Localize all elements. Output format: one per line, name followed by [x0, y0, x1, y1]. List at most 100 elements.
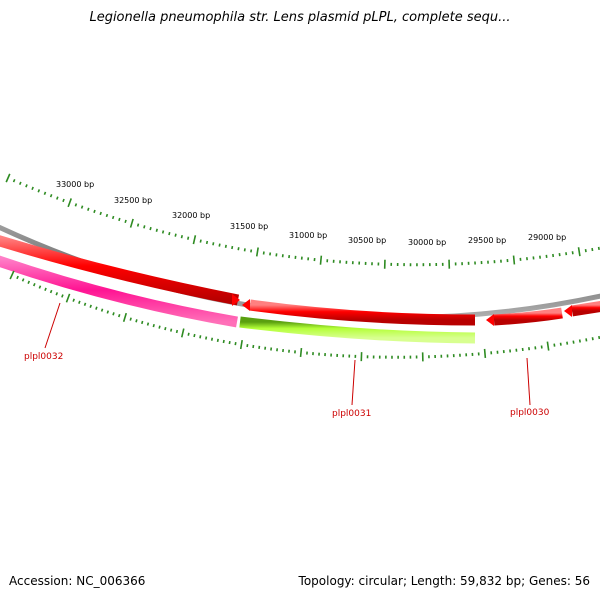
leader-plpl0030 [526, 357, 531, 406]
ruler-label: 33000 bp [56, 180, 94, 189]
inner-ruler-major-tick [299, 347, 303, 358]
inner-ruler-major-tick [483, 348, 487, 358]
outer-gene-track-right-b [571, 300, 600, 317]
inner-ruler-minor-tick [135, 319, 138, 323]
outer-ruler-minor-tick [149, 226, 152, 231]
outer-ruler-minor-tick [243, 248, 246, 252]
gene-plpl0031[interactable] [239, 316, 476, 344]
inner-ruler-minor-tick [222, 339, 225, 344]
inner-ruler-minor-tick [112, 312, 115, 316]
outer-ruler-minor-tick [591, 247, 594, 252]
gene-plpl0032[interactable] [0, 255, 238, 328]
inner-ruler-minor-tick [199, 335, 202, 339]
outer-ruler-minor-tick [62, 198, 65, 203]
inner-ruler-minor-tick [152, 323, 155, 328]
inner-ruler-minor-tick [205, 336, 208, 340]
inner-ruler-minor-tick [216, 338, 219, 343]
outer-ruler-major-tick [512, 255, 516, 265]
ruler-label: 30500 bp [348, 236, 386, 245]
outer-ruler-minor-tick [136, 223, 140, 227]
outer-ruler-minor-tick [155, 228, 158, 232]
ruler-outer-ticks [5, 173, 600, 269]
ruler-labels: 33000 bp 32500 bp 32000 bp 31500 bp 31000 bp… [56, 180, 566, 247]
outer-ruler-major-tick [255, 247, 259, 257]
inner-ruler-minor-tick [38, 285, 42, 289]
inner-ruler-minor-tick [78, 300, 81, 304]
inner-ruler-major-tick [180, 328, 185, 338]
outer-gene-track-middle [249, 299, 476, 326]
inner-ruler-minor-tick [106, 310, 110, 314]
inner-ruler-minor-tick [228, 340, 231, 345]
inner-ruler-minor-tick [164, 326, 167, 331]
inner-ruler-minor-tick [61, 294, 64, 298]
ruler-label: 29000 bp [528, 233, 566, 242]
label-plpl0030: plpl0030 [510, 408, 550, 418]
label-plpl0032: plpl0032 [24, 352, 63, 362]
outer-ruler-minor-tick [111, 215, 115, 220]
outer-ruler-minor-tick [43, 191, 47, 195]
outer-ruler-minor-tick [99, 211, 102, 216]
outer-ruler-minor-tick [224, 244, 227, 248]
inner-ruler-minor-tick [89, 304, 92, 308]
inner-ruler-minor-tick [193, 333, 196, 338]
outer-gene-track-left [0, 235, 240, 306]
outer-ruler-minor-tick [199, 239, 202, 243]
outer-ruler-minor-tick [218, 243, 221, 247]
inner-ruler-minor-tick [585, 338, 588, 342]
outer-ruler-major-tick [577, 247, 581, 257]
inner-ruler-minor-tick [187, 332, 190, 336]
inner-ruler-minor-tick [578, 339, 581, 343]
ruler-label: 32500 bp [114, 196, 152, 205]
outer-ruler-minor-tick [56, 196, 59, 200]
label-plpl0031: plpl0031 [332, 409, 371, 419]
outer-ruler-minor-tick [143, 225, 146, 229]
ruler-inner-ticks [9, 270, 600, 362]
topology-summary: Topology: circular; Length: 59,832 bp; G… [298, 574, 590, 588]
inner-ruler-major-tick [546, 341, 550, 351]
ruler-label: 30000 bp [408, 238, 446, 247]
ruler-label: 31500 bp [230, 222, 268, 231]
outer-ruler-minor-tick [12, 178, 16, 183]
inner-ruler-minor-tick [169, 328, 173, 332]
inner-ruler-minor-tick [27, 280, 31, 285]
outer-ruler-minor-tick [49, 194, 53, 198]
outer-ruler-minor-tick [118, 217, 121, 222]
outer-ruler-minor-tick [597, 246, 600, 251]
inner-ruler-minor-tick [234, 341, 237, 346]
ruler-label: 29500 bp [468, 236, 506, 245]
map-title: Legionella pneumophila str. Lens plasmid… [89, 10, 511, 25]
outer-ruler-minor-tick [180, 235, 183, 239]
outer-gene-arrow-right-a [486, 314, 494, 326]
outer-gene-track-right-a [493, 307, 563, 326]
inner-ruler-minor-tick [175, 329, 179, 334]
accession-text: Accession: NC_006366 [9, 574, 146, 588]
inner-ruler-minor-tick [44, 287, 47, 292]
outer-ruler-minor-tick [174, 233, 177, 237]
leader-plpl0032 [44, 302, 61, 349]
outer-ruler-minor-tick [205, 240, 209, 245]
inner-ruler-minor-tick [21, 278, 25, 282]
inner-ruler-minor-tick [100, 308, 104, 312]
inner-ruler-major-tick [9, 270, 15, 280]
inner-ruler-major-tick [122, 312, 128, 322]
outer-ruler-minor-tick [187, 236, 190, 240]
outer-gene-arrow-middle [242, 299, 250, 311]
inner-ruler-minor-tick [49, 289, 53, 294]
outer-ruler-minor-tick [87, 207, 90, 211]
outer-ruler-major-tick [192, 235, 197, 245]
inner-ruler-minor-tick [72, 298, 75, 302]
outer-ruler-minor-tick [212, 242, 215, 246]
outer-ruler-major-tick [67, 198, 72, 208]
outer-ruler-minor-tick [231, 245, 234, 250]
inner-ruler-minor-tick [210, 337, 214, 341]
outer-ruler-minor-tick [31, 186, 34, 191]
outer-ruler-minor-tick [25, 184, 28, 188]
inner-ruler-minor-tick [118, 313, 121, 318]
outer-ruler-minor-tick [18, 181, 22, 185]
outer-ruler-major-tick [5, 173, 11, 183]
inner-ruler-minor-tick [32, 283, 36, 287]
outer-ruler-minor-tick [168, 231, 171, 236]
outer-ruler-minor-tick [237, 247, 240, 251]
outer-ruler-minor-tick [161, 230, 165, 234]
